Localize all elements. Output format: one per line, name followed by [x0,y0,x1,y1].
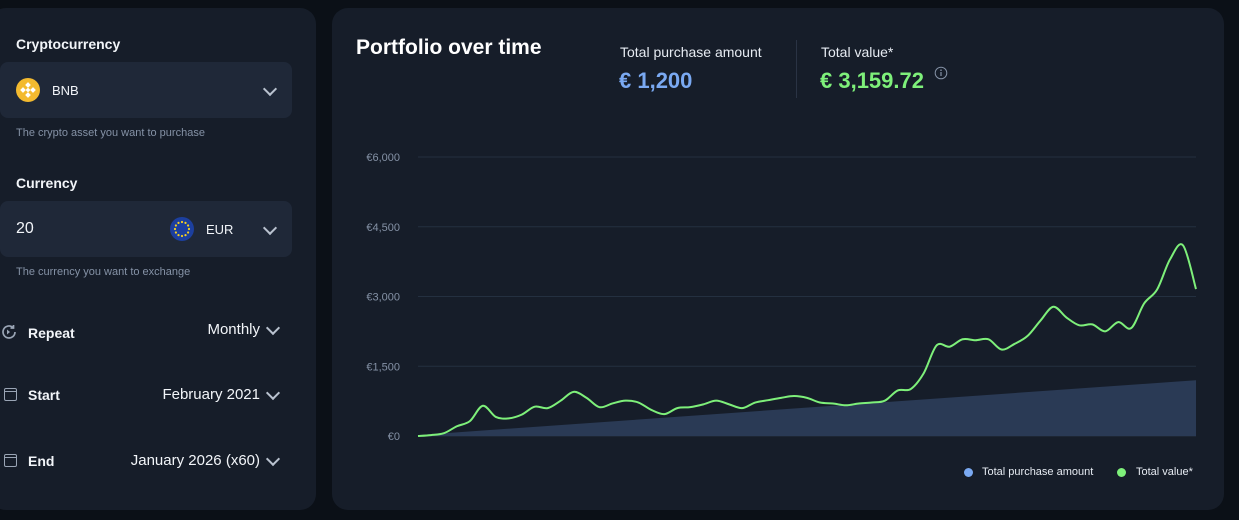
repeat-value: Monthly [207,321,260,338]
chevron-down-icon [262,220,278,236]
repeat-icon [2,325,16,339]
repeat-label: Repeat [28,325,75,341]
portfolio-title: Portfolio over time [356,36,542,59]
start-value: February 2021 [162,386,260,403]
repeat-select[interactable]: Monthly [180,318,290,344]
calendar-icon [4,454,17,467]
legend-value-label: Total value* [1136,466,1193,478]
total-value-label: Total value* [821,44,894,60]
legend-purchase-label: Total purchase amount [982,466,1094,478]
currency-select[interactable]: EUR [170,201,292,257]
crypto-hint: The crypto asset you want to purchase [16,127,205,139]
end-label: End [28,453,55,469]
crypto-select[interactable]: BNB [0,62,292,118]
start-label: Start [28,387,60,403]
eu-flag-icon [170,217,194,241]
chart-legend: Total purchase amount Total value* [962,466,1202,482]
bnb-coin-icon [16,78,40,102]
calendar-icon [4,388,17,401]
purchase-area [418,380,1196,436]
y-tick-label: €1,500 [366,361,400,373]
chevron-down-icon [262,81,278,97]
crypto-label: Cryptocurrency [16,36,121,52]
currency-label: Currency [16,175,78,191]
start-select[interactable]: February 2021 [130,384,290,410]
purchase-amount-label: Total purchase amount [620,44,762,60]
purchase-amount-value: € 1,200 [619,68,693,93]
investment-form-panel: Cryptocurrency BNB The crypto asset you … [0,8,316,510]
y-tick-label: €6,000 [366,152,400,164]
legend-purchase-dot [964,468,973,477]
chevron-down-icon [265,320,281,336]
info-icon[interactable] [934,66,948,80]
total-value-line [417,243,1197,437]
currency-field: 20 EUR [0,201,292,257]
chevron-down-icon [265,451,281,467]
y-tick-label: €0 [388,431,400,443]
portfolio-chart: €6,000 €4,500 €3,000 €1,500 €0 [366,152,1197,443]
crypto-selected: BNB [52,83,79,98]
stat-divider [796,40,797,98]
end-select[interactable]: January 2026 (x60) [100,450,290,476]
portfolio-panel: Portfolio over time Total purchase amoun… [332,8,1224,510]
amount-input[interactable]: 20 [16,220,34,237]
chevron-down-icon [265,385,281,401]
y-tick-label: €4,500 [366,222,400,234]
currency-hint: The currency you want to exchange [16,266,191,278]
currency-selected: EUR [206,222,234,237]
total-value-value: € 3,159.72 [820,68,924,93]
y-tick-label: €3,000 [366,292,400,304]
end-value: January 2026 (x60) [130,452,260,469]
legend-value-dot [1117,468,1126,477]
